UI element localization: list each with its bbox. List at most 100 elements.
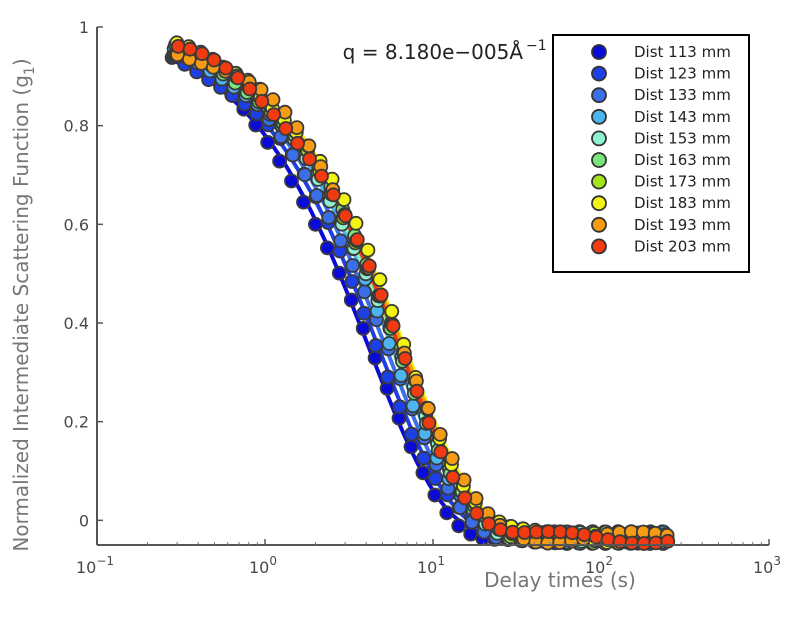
data-point [481,516,497,532]
data-point [348,215,364,231]
data-point [331,265,347,281]
data-point [182,41,198,57]
y-axis-ticks: 0 0.2 0.4 0.6 0.8 1 [64,18,103,530]
q-value-annotation: q = 8.180e−005Å −1 [343,38,547,64]
data-point [428,471,443,486]
y-axis-title-subscript: 1 [22,66,38,75]
x-tick-label: 102 [585,554,613,577]
data-point [284,173,299,189]
legend-item: Dist 143 mm [591,108,731,126]
legend-marker [591,87,607,104]
data-point [373,287,389,303]
data-point [333,233,349,249]
x-tick-exponent: 3 [773,554,781,568]
data-point [272,153,288,169]
data-point [416,450,432,466]
y-tick-label: 1 [79,18,89,37]
legend-label: Dist 163 mm [634,151,731,169]
data-point [612,534,628,550]
data-point [405,398,421,414]
y-tick-label: 0.2 [64,413,89,432]
data-point [260,134,276,150]
data-point [403,439,419,455]
data-point [457,490,473,506]
data-point [439,505,455,521]
x-tick-label: 101 [417,554,445,577]
legend-label: Dist 133 mm [634,86,731,104]
data-point [451,518,467,534]
y-axis-title: Normalized Intermediate Scattering Funct… [9,58,38,551]
legend-marker [591,195,607,212]
data-point [385,318,401,334]
data-point [404,426,420,442]
legend-label: Dist 203 mm [634,237,731,255]
data-point [368,338,384,353]
y-axis-title-close: ) [9,58,33,66]
legend-marker [591,152,607,168]
data-point [297,167,313,183]
data-point [427,487,443,503]
legend-marker [591,130,607,147]
data-point [302,151,317,167]
legend-item: Dist 173 mm [591,173,731,191]
legend-item: Dist 123 mm [591,65,731,83]
data-point [393,367,409,383]
data-point [360,242,376,258]
x-tick-base: 10 [249,558,269,577]
data-point [278,121,294,136]
data-point [307,216,323,232]
data-point [314,168,329,184]
data-point [344,274,360,289]
legend-item: Dist 153 mm [591,129,731,147]
data-point [576,527,592,543]
data-point [345,258,361,273]
x-tick-label: 10−1 [76,554,114,577]
legend-marker [591,108,607,125]
data-point [242,81,258,97]
legend-marker [591,65,607,82]
data-point [337,208,353,224]
data-point [397,351,413,366]
data-point [445,469,461,485]
x-tick-exponent: −1 [96,554,114,568]
data-point [367,350,383,366]
data-point [529,524,544,540]
x-tick-base: 10 [753,558,773,577]
x-tick-label: 100 [249,554,277,577]
plot-area [164,35,676,551]
legend-marker [591,238,607,255]
data-point [230,70,246,86]
data-point [309,188,325,203]
data-point [206,52,222,68]
legend-item: Dist 133 mm [591,86,731,104]
q-value-superscript: −1 [526,38,547,54]
data-point [357,284,372,300]
x-tick-exponent: 1 [437,554,445,568]
legend-item: Dist 193 mm [591,216,731,234]
legend-label: Dist 153 mm [634,129,731,147]
data-point [420,400,436,416]
data-point [392,399,408,415]
x-tick-exponent: 2 [605,554,613,568]
data-point [170,39,186,54]
data-point [469,506,485,521]
x-axis-title: Delay times (s) [484,568,636,592]
y-tick-label: 0.6 [64,215,89,234]
y-tick-label: 0.8 [64,117,89,136]
data-point [361,258,377,274]
data-point [564,525,580,541]
legend-label: Dist 173 mm [634,173,731,191]
legend-item: Dist 183 mm [591,194,731,212]
data-point [290,135,306,151]
x-axis-ticks: 10−1 100 101 102 103 [76,539,781,577]
legend-label: Dist 183 mm [634,194,731,212]
data-point [552,524,568,540]
data-point [421,415,437,431]
legend-box [552,34,750,273]
data-markers [164,35,676,551]
data-point [433,444,449,460]
data-point [432,426,448,442]
data-point [343,292,359,308]
data-point [372,272,388,288]
legend-item: Dist 203 mm [591,237,731,255]
